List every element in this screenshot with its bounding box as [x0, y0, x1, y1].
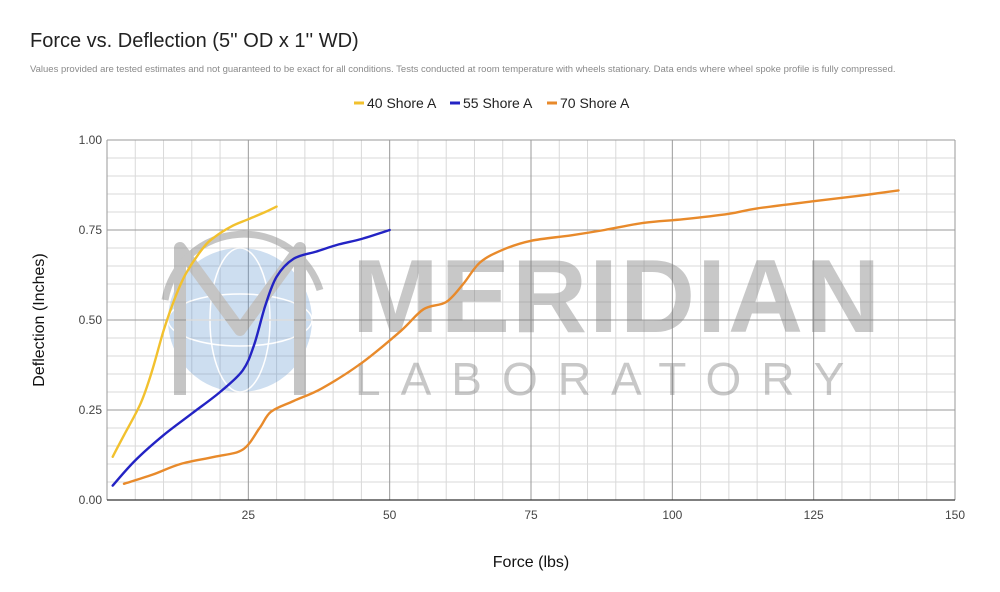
- axis-ticks: 25 50 75 100 125 150 0.00 0.25 0.50 0.75 1.00: [79, 133, 966, 522]
- x-tick-label: 100: [662, 508, 682, 522]
- watermark-tagline: LABORATORY: [355, 353, 864, 405]
- globe-logo-icon: [161, 230, 324, 395]
- y-tick-label: 0.00: [79, 493, 103, 507]
- x-tick-label: 50: [383, 508, 397, 522]
- y-tick-label: 1.00: [79, 133, 103, 147]
- series-line-55-shore-a: [111, 228, 391, 487]
- plot-grid: [106, 139, 956, 501]
- legend-label-70-shore-a: 70 Shore A: [560, 95, 630, 111]
- y-tick-label: 0.75: [79, 223, 103, 237]
- legend: 40 Shore A 55 Shore A 70 Shore A: [354, 95, 630, 111]
- chart-subtitle: Values provided are tested estimates and…: [30, 64, 896, 75]
- legend-label-55-shore-a: 55 Shore A: [463, 95, 533, 111]
- meridian-watermark: MERIDIAN LABORATORY: [161, 230, 882, 405]
- x-axis-title: Force (lbs): [493, 554, 569, 571]
- y-axis-title: Deflection (Inches): [31, 253, 48, 386]
- series-lines: [111, 189, 900, 487]
- series-line-40-shore-a: [111, 205, 278, 458]
- y-tick-label: 0.25: [79, 403, 103, 417]
- x-tick-label: 25: [242, 508, 256, 522]
- watermark-name: MERIDIAN: [352, 239, 882, 355]
- legend-label-40-shore-a: 40 Shore A: [367, 95, 437, 111]
- x-tick-label: 75: [524, 508, 538, 522]
- chart-title: Force vs. Deflection (5'' OD x 1'' WD): [30, 30, 359, 52]
- series-line-70-shore-a: [122, 189, 900, 485]
- x-tick-label: 150: [945, 508, 965, 522]
- x-tick-label: 125: [804, 508, 824, 522]
- y-tick-label: 0.50: [79, 313, 103, 327]
